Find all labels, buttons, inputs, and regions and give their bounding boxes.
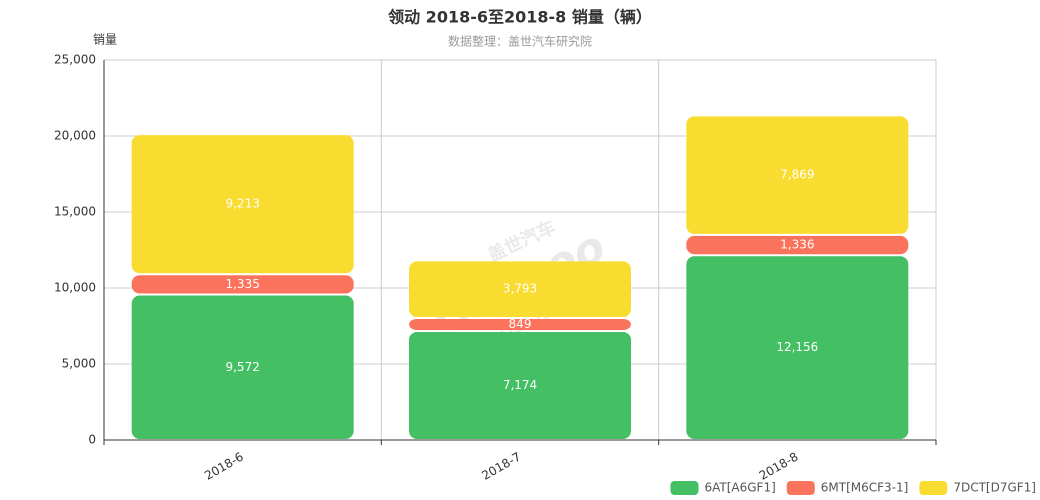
bar-segment (686, 235, 909, 255)
bar-segment (686, 256, 909, 439)
value-label: 9,213 (225, 197, 259, 211)
y-tick-label: 5,000 (62, 357, 96, 371)
value-label: 7,869 (780, 168, 814, 182)
bar-segment (131, 135, 354, 274)
x-tick-label: 2018-7 (479, 450, 523, 483)
legend-label: 6AT[A6GF1] (704, 481, 775, 495)
value-label: 3,793 (503, 282, 537, 296)
y-tick-label: 25,000 (54, 53, 96, 67)
bar-segment (131, 275, 354, 294)
bar-segment (686, 116, 909, 234)
y-axis-label: 销量 (93, 33, 117, 47)
legend-swatch (919, 481, 948, 495)
chart-title: 领动 2018-6至2018-8 销量（辆） (388, 8, 652, 27)
y-tick-label: 10,000 (54, 281, 96, 295)
y-tick-label: 20,000 (54, 129, 96, 143)
legend-swatch (786, 481, 815, 495)
bar-segment (409, 331, 631, 439)
legend-label: 7DCT[D7GF1] (953, 481, 1036, 495)
legend-swatch (670, 481, 699, 495)
value-label: 1,336 (780, 238, 814, 252)
x-tick-label: 2018-6 (202, 450, 246, 483)
y-tick-label: 0 (88, 433, 96, 447)
y-tick-label: 15,000 (54, 205, 96, 219)
value-label: 7,174 (503, 378, 537, 392)
x-tick-label: 2018-8 (757, 450, 801, 483)
chart-subtitle: 数据整理：盖世汽车研究院 (448, 34, 592, 49)
value-label: 849 (509, 317, 532, 331)
bar-segment (409, 319, 631, 330)
bar-segment (409, 261, 631, 318)
value-label: 1,335 (225, 277, 259, 291)
value-label: 12,156 (776, 340, 818, 354)
value-label: 9,572 (225, 360, 259, 374)
legend-label: 6MT[M6CF3-1] (821, 481, 909, 495)
bar-segment (131, 295, 354, 439)
